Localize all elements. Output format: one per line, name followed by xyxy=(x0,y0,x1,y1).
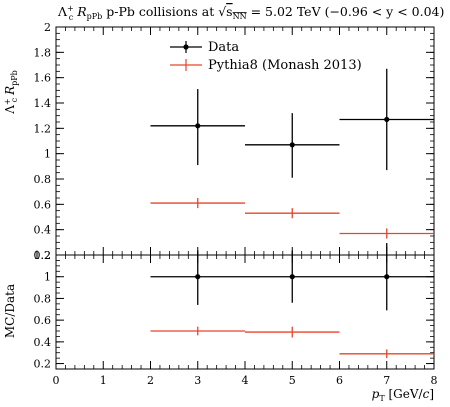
top-ytick-label: 1.6 xyxy=(34,72,52,85)
xtick-label: 7 xyxy=(383,374,390,387)
top-ytick-label: 1.8 xyxy=(34,46,52,59)
top-ytick-label: 1.4 xyxy=(34,97,52,110)
legend-item-mc: Pythia8 (Monash 2013) xyxy=(170,58,362,73)
bottom-ytick-label: 0.2 xyxy=(34,358,52,371)
legend-label-mc: Pythia8 (Monash 2013) xyxy=(208,58,362,73)
bottom-ylabel: MC/Data xyxy=(3,284,17,338)
top-ytick-label: 1.2 xyxy=(34,122,52,135)
bottom-ytick-label: 0.8 xyxy=(34,292,52,305)
bottom-ytick-label: 0.6 xyxy=(34,314,52,327)
legend-label-data: Data xyxy=(208,40,239,55)
xtick-label: 5 xyxy=(289,374,296,387)
x-axis-label: pT [GeV/c] xyxy=(372,387,434,403)
top-ytick-label: 0.4 xyxy=(34,224,52,237)
bottom-ytick-label: 1 xyxy=(44,271,51,284)
top-ytick-label: 0.8 xyxy=(34,173,52,186)
top-ytick-label: 2 xyxy=(44,21,51,34)
bottom-panel-ticks: 0.2 0.4 0.6 0.8 1 1.2 0 1 2 3 4 5 6 7 8 xyxy=(34,249,438,387)
top-panel-marks xyxy=(150,68,434,239)
top-ytick-label: 0.2 xyxy=(34,249,52,262)
xtick-label: 4 xyxy=(242,374,249,387)
bottom-data-point xyxy=(384,274,390,280)
top-panel-ticks: 0.2 0.4 0.6 0.8 1 1.2 1.4 1.6 1.8 2 xyxy=(34,21,435,262)
legend-item-data: Data xyxy=(170,40,239,55)
bottom-ytick-label: 0.4 xyxy=(34,336,52,349)
xtick-label: 8 xyxy=(431,374,438,387)
bottom-ytick-label: 1.2 xyxy=(34,249,52,262)
legend: Data Pythia8 (Monash 2013) xyxy=(170,40,362,73)
top-data-point xyxy=(289,142,295,148)
top-ylabel: Λ+cRpPb xyxy=(3,70,19,115)
top-data-point xyxy=(195,123,201,129)
bottom-data-point xyxy=(289,274,295,280)
chart-title: Λ+ c RpPb p-Pb collisions at √sNN = 5.02 T… xyxy=(57,4,444,22)
bottom-data-point xyxy=(195,274,201,280)
bottom-panel-frame xyxy=(55,254,435,370)
xtick-label: 2 xyxy=(147,374,154,387)
xtick-label: 1 xyxy=(100,374,107,387)
top-ytick-label: 0.6 xyxy=(34,198,52,211)
xtick-label: 3 xyxy=(194,374,201,387)
xtick-label: 0 xyxy=(53,374,60,387)
top-ytick-label: 1 xyxy=(44,148,51,161)
bottom-panel-marks xyxy=(150,243,434,359)
xtick-label: 6 xyxy=(336,374,343,387)
top-data-point xyxy=(384,116,390,123)
